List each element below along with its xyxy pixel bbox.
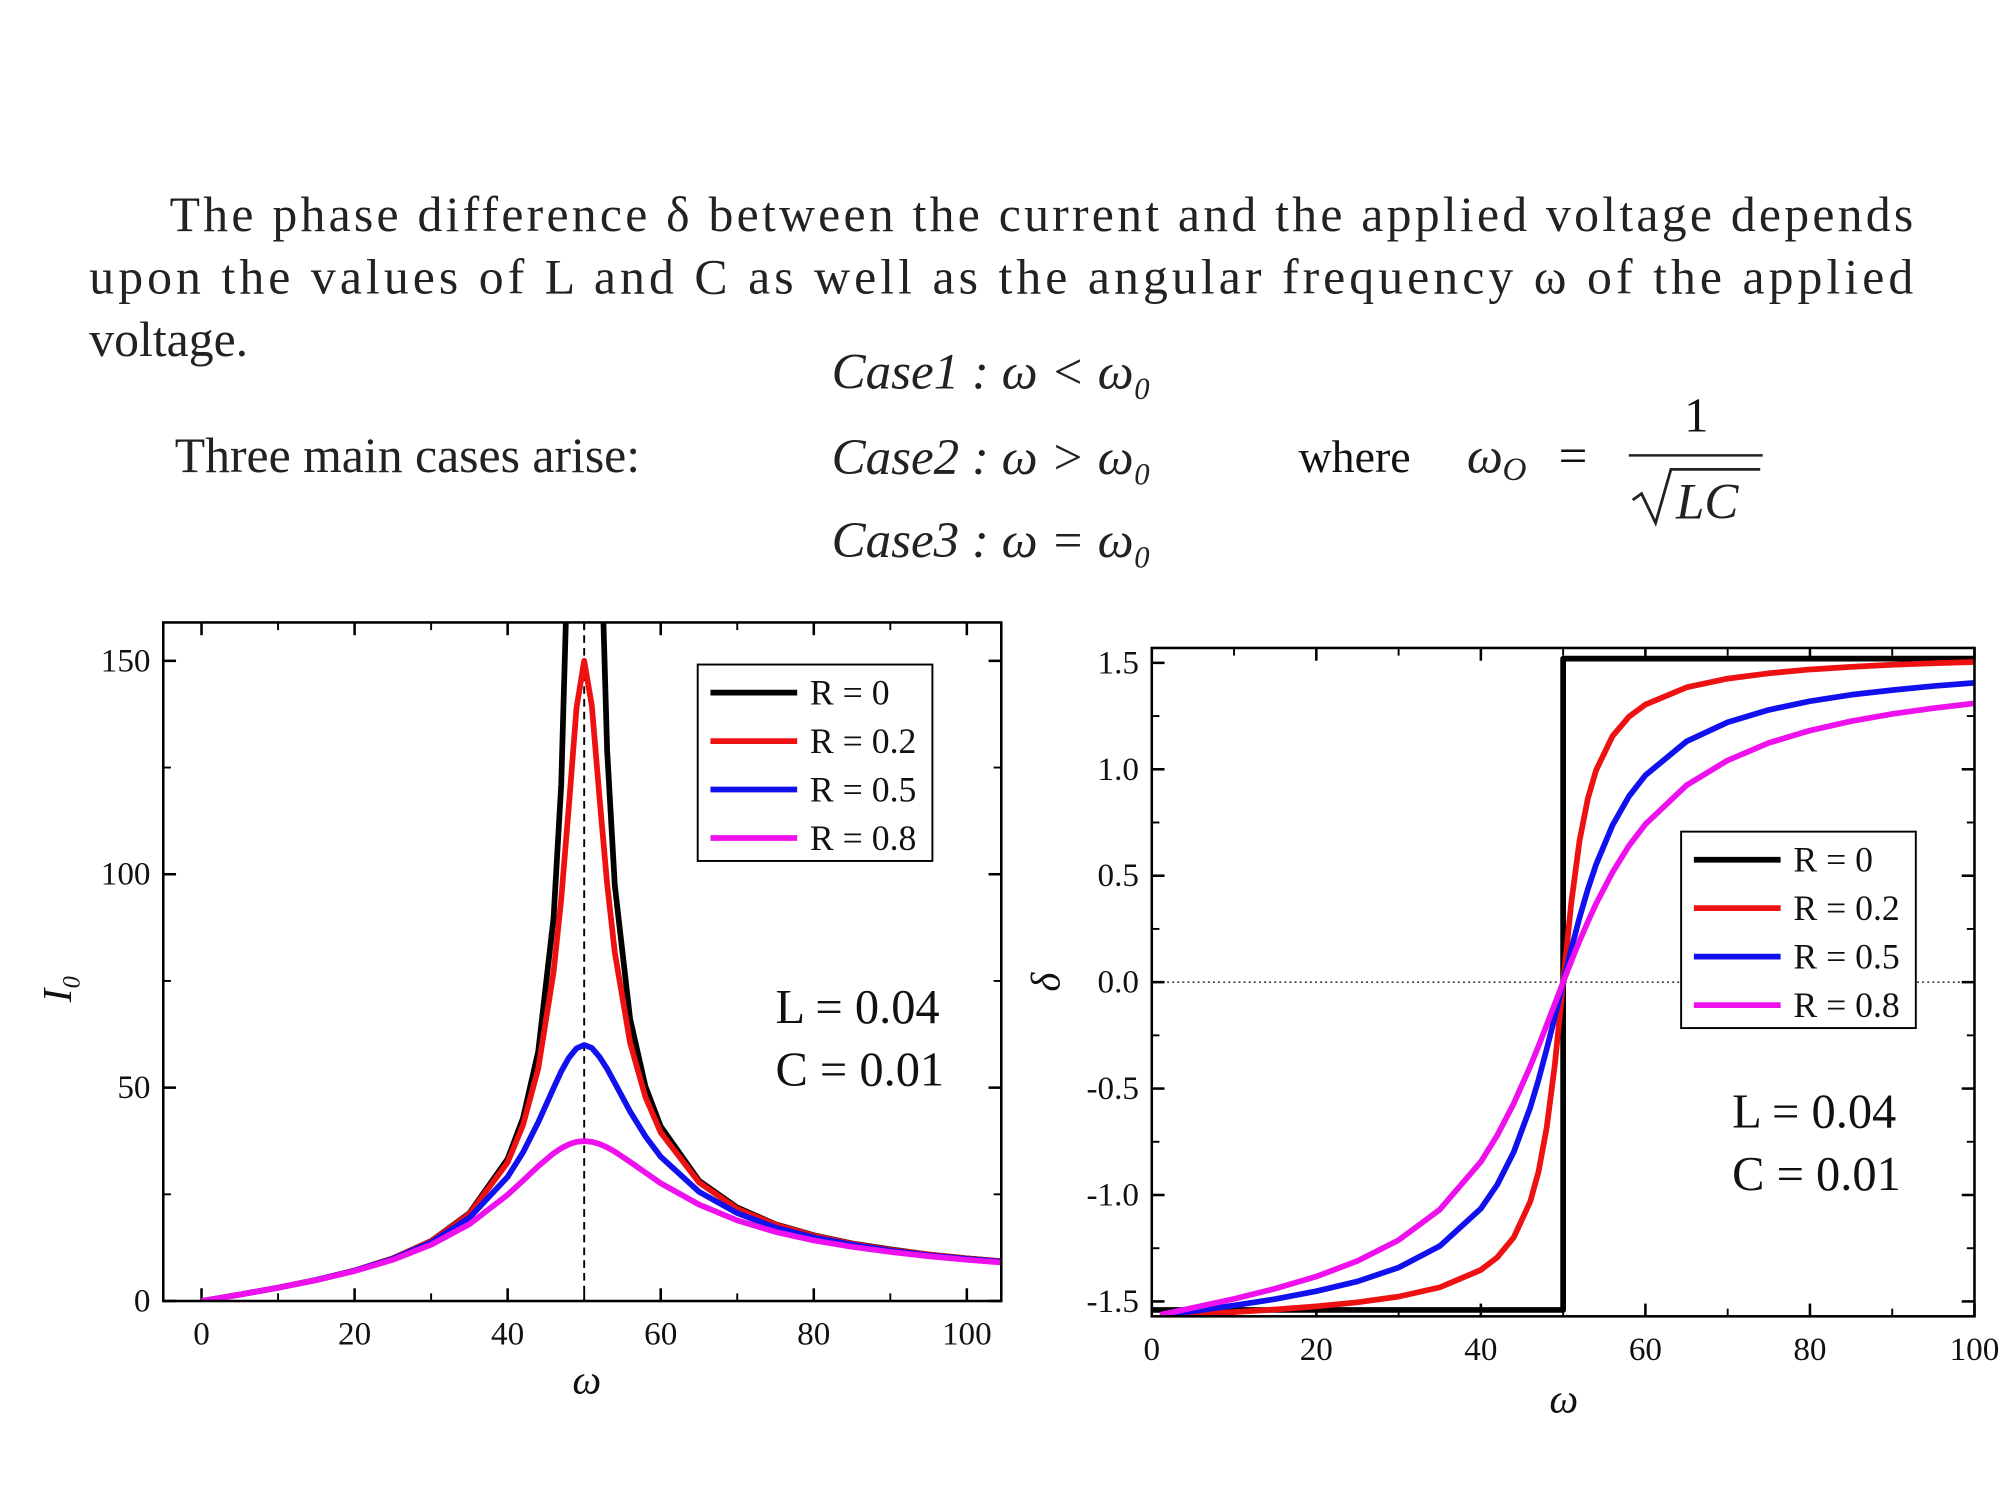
formula-lhs-sub: O <box>1503 451 1527 488</box>
x-tick-label: 60 <box>1629 1331 1662 1368</box>
series-line <box>1159 700 1975 1317</box>
legend-box <box>1680 830 1917 1030</box>
annotation: L = 0.04 <box>1732 1086 1896 1139</box>
legend-label: R = 0.8 <box>810 818 916 858</box>
legend-label: R = 0.8 <box>1793 985 1899 1025</box>
annotation: L = 0.04 <box>776 981 940 1034</box>
case: Case3 : ω = ω₀ <box>832 513 1152 569</box>
x-tick-label: 20 <box>1300 1331 1333 1368</box>
paragraph-line: The phase difference δ between the curre… <box>170 187 1914 242</box>
x-tick-label: 40 <box>491 1316 524 1353</box>
y-tick-label: -0.5 <box>1087 1070 1140 1107</box>
formula-denominator: LC <box>1675 475 1739 531</box>
plot-frame <box>1150 646 1976 1318</box>
formula-eq: = <box>1559 429 1588 485</box>
y-tick-label: 150 <box>101 642 151 679</box>
legend-box <box>696 663 934 862</box>
annotation: C = 0.01 <box>776 1044 945 1097</box>
y-tick-label: 0.5 <box>1098 857 1139 894</box>
y-tick-label: 1.5 <box>1098 644 1139 681</box>
x-axis-label: ω <box>572 1358 601 1403</box>
legend-label: R = 0 <box>810 673 890 713</box>
y-tick-label: -1.0 <box>1087 1176 1140 1213</box>
x-tick-label: 0 <box>1143 1331 1160 1368</box>
y-tick-label: 1.0 <box>1098 751 1139 788</box>
y-tick-label: 0 <box>134 1283 151 1320</box>
legend-label: R = 0.5 <box>1793 937 1899 977</box>
x-tick-label: 0 <box>193 1316 210 1353</box>
x-tick-label: 20 <box>338 1316 371 1353</box>
legend-label: R = 0.5 <box>810 770 916 810</box>
y-tick-label: 0.0 <box>1098 964 1139 1001</box>
y-tick-label: 100 <box>101 856 151 893</box>
plot-frame <box>161 621 1003 1303</box>
paragraph-line: voltage. <box>89 312 248 367</box>
x-axis-label: ω <box>1549 1377 1578 1422</box>
legend-label: R = 0.2 <box>1793 888 1899 928</box>
formula-numerator: 1 <box>1684 389 1708 442</box>
y-tick-label: -1.5 <box>1087 1283 1140 1320</box>
legend-label: R = 0.2 <box>810 721 916 761</box>
case: Case2 : ω > ω₀ <box>832 430 1152 486</box>
legend-label: R = 0 <box>1793 840 1873 880</box>
x-tick-label: 80 <box>797 1316 830 1353</box>
series-line <box>201 1138 1002 1302</box>
y-tick-label: 50 <box>117 1069 150 1106</box>
radical-sign <box>1631 467 1761 527</box>
x-tick-label: 60 <box>644 1316 677 1353</box>
where: where <box>1298 431 1410 482</box>
annotation: C = 0.01 <box>1732 1148 1901 1201</box>
x-tick-label: 100 <box>1950 1331 2000 1368</box>
y-axis-label: I₀ <box>35 975 80 1004</box>
paragraph-line: upon the values of L and C as well as th… <box>89 249 1913 304</box>
case: Case1 : ω < ω₀ <box>832 344 1152 400</box>
x-tick-label: 40 <box>1464 1331 1497 1368</box>
y-axis-label: δ <box>1023 972 1068 992</box>
formula-lhs: ω <box>1467 429 1503 485</box>
x-tick-label: 80 <box>1793 1331 1826 1368</box>
cases-intro: Three main cases arise: <box>175 428 640 483</box>
x-tick-label: 100 <box>942 1316 992 1353</box>
